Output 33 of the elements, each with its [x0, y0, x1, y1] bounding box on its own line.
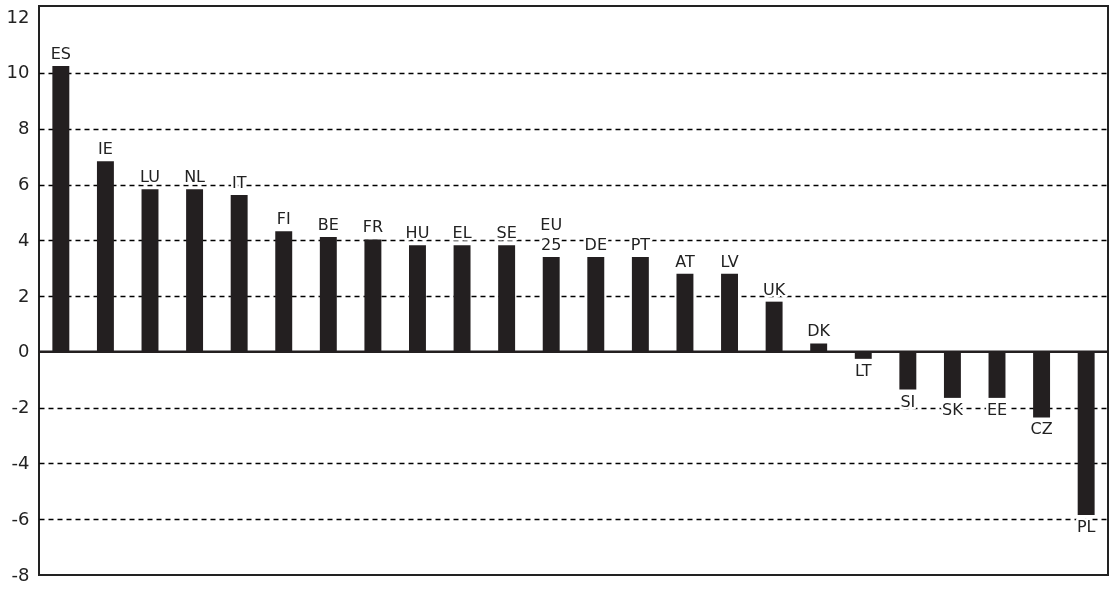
y-tick-label: -8 — [11, 563, 30, 585]
x-tick-label: LT — [855, 360, 872, 380]
y-tick-label: 8 — [18, 117, 30, 139]
x-tick-label: EU 25 — [540, 215, 563, 255]
x-tick-label: IE — [98, 139, 113, 159]
y-tick-label: 10 — [6, 61, 30, 83]
x-tick-label: FI — [276, 209, 291, 229]
x-tick-label: LV — [720, 251, 739, 271]
x-tick-label: EL — [452, 223, 472, 243]
x-tick-label: PL — [1076, 517, 1096, 537]
x-tick-label: CZ — [1030, 419, 1053, 439]
y-tick-label: 12 — [6, 5, 30, 27]
x-tick-label: UK — [763, 279, 786, 299]
x-tick-label: SE — [496, 223, 517, 243]
x-tick-label: LU — [140, 167, 160, 187]
y-tick-label: 4 — [18, 228, 30, 250]
x-tick-label: NL — [184, 167, 206, 187]
x-tick-label: DK — [807, 321, 831, 341]
x-tick-label: SI — [900, 391, 916, 411]
x-tick-label: BE — [317, 214, 339, 234]
x-tick-label: PT — [630, 235, 651, 255]
y-tick-label: -6 — [11, 507, 30, 529]
x-tick-label: HU — [405, 223, 430, 243]
y-tick-label: 2 — [18, 284, 30, 306]
x-tick-label: DE — [584, 235, 608, 255]
y-tick-label: -2 — [11, 396, 30, 418]
x-tick-label: FR — [362, 217, 384, 237]
y-tick-label: 6 — [18, 173, 30, 195]
y-tick-label: -4 — [11, 451, 30, 473]
x-tick-label: ES — [50, 43, 71, 63]
x-tick-label: IT — [231, 173, 247, 193]
x-tick-label: AT — [675, 251, 695, 271]
y-tick-label: 0 — [18, 340, 30, 362]
